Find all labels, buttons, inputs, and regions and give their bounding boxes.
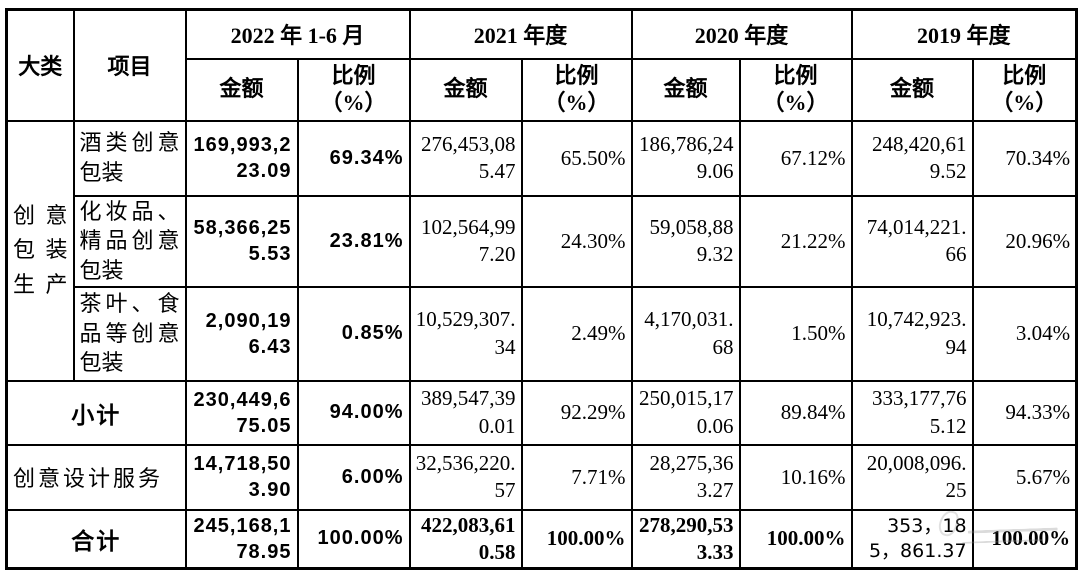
amount-2021: 422,083,610.58 [408, 508, 523, 570]
ratio-2019: 5.67% [971, 443, 1078, 511]
ratio-2020: 1.50% [738, 285, 853, 382]
ratio-2021: 92.29% [520, 379, 633, 446]
amount-2022: 14,718,503.90 [184, 443, 299, 511]
category-line: 创 意 [13, 203, 68, 229]
ratio-2020: 100.00% [738, 508, 853, 570]
ratio-2020: 67.12% [738, 119, 853, 197]
ratio-label-line2: （%） [543, 89, 610, 115]
total-label: 合计 [5, 508, 187, 570]
ratio-label-line1: 比例 [1002, 63, 1047, 89]
ratio-2022: 100.00% [296, 508, 411, 570]
amount-2019: 74,014,221.66 [850, 194, 974, 288]
ratio-2021: 7.71% [520, 443, 633, 511]
ratio-label-line1: 比例 [773, 63, 818, 89]
ratio-label-line1: 比例 [554, 63, 599, 89]
row-item-label: 茶叶、食品等创意包装 [72, 285, 187, 382]
header-period-2020: 2020 年度 [630, 8, 853, 60]
ratio-2020: 89.84% [738, 379, 853, 446]
category-group-cell: 创 意 包 装 生 产 [5, 119, 75, 382]
ratio-2019: 70.34% [971, 119, 1078, 197]
category-line: 生 产 [13, 271, 68, 297]
ratio-2019: 94.33% [971, 379, 1078, 446]
row-item-label: 酒类创意包装 [72, 119, 187, 197]
header-period-2021: 2021 年度 [408, 8, 633, 60]
ratio-2019: 100.00% [971, 508, 1078, 570]
header-item: 项目 [72, 8, 187, 122]
amount-2022: 169,993,223.09 [184, 119, 299, 197]
ratio-2021: 24.30% [520, 194, 633, 288]
ratio-2022: 6.00% [296, 443, 411, 511]
header-ratio-2021: 比例 （%） [520, 57, 633, 122]
category-line: 包 装 [13, 237, 68, 263]
header-category: 大类 [5, 8, 75, 122]
ratio-label-line2: （%） [991, 89, 1058, 115]
header-amount-2022: 金额 [184, 57, 299, 122]
header-amount-2021: 金额 [408, 57, 523, 122]
header-period-2022: 2022 年 1-6 月 [184, 8, 411, 60]
header-amount-2020: 金额 [630, 57, 741, 122]
ratio-2022: 94.00% [296, 379, 411, 446]
ratio-2021: 2.49% [520, 285, 633, 382]
amount-2022: 58,366,255.53 [184, 194, 299, 288]
ratio-2020: 10.16% [738, 443, 853, 511]
amount-2021: 389,547,390.01 [408, 379, 523, 446]
row-item-label: 化妆品、精品创意包装 [72, 194, 187, 288]
amount-2019: 20,008,096.25 [850, 443, 974, 511]
amount-2022: 230,449,675.05 [184, 379, 299, 446]
ratio-2022: 69.34% [296, 119, 411, 197]
header-period-2019: 2019 年度 [850, 8, 1078, 60]
amount-2021: 276,453,085.47 [408, 119, 523, 197]
amount-2020: 186,786,249.06 [630, 119, 741, 197]
ratio-2019: 20.96% [971, 194, 1078, 288]
ratio-2022: 0.85% [296, 285, 411, 382]
ratio-2021: 65.50% [520, 119, 633, 197]
ratio-label-line1: 比例 [331, 63, 376, 89]
amount-2020: 28,275,363.27 [630, 443, 741, 511]
ratio-2019: 3.04% [971, 285, 1078, 382]
amount-2019: 353，185，861.37 [850, 508, 974, 570]
subtotal-label: 小计 [5, 379, 187, 446]
amount-2022: 2,090,196.43 [184, 285, 299, 382]
header-amount-2019: 金额 [850, 57, 974, 122]
header-ratio-2022: 比例 （%） [296, 57, 411, 122]
amount-2020: 250,015,170.06 [630, 379, 741, 446]
ratio-2020: 21.22% [738, 194, 853, 288]
amount-2020: 278,290,533.33 [630, 508, 741, 570]
design-services-label: 创意设计服务 [5, 443, 187, 511]
header-ratio-2020: 比例 （%） [738, 57, 853, 122]
amount-2019: 10,742,923.94 [850, 285, 974, 382]
revenue-breakdown-table: 大类 项目 2022 年 1-6 月 2021 年度 2020 年度 2019 … [5, 8, 1079, 571]
amount-2020: 59,058,889.32 [630, 194, 741, 288]
amount-2021: 32,536,220.57 [408, 443, 523, 511]
ratio-2022: 23.81% [296, 194, 411, 288]
ratio-label-line2: （%） [320, 89, 387, 115]
amount-2021: 102,564,997.20 [408, 194, 523, 288]
amount-2019: 333,177,765.12 [850, 379, 974, 446]
amount-2019: 248,420,619.52 [850, 119, 974, 197]
ratio-2021: 100.00% [520, 508, 633, 570]
amount-2020: 4,170,031.68 [630, 285, 741, 382]
amount-2022: 245,168,178.95 [184, 508, 299, 570]
ratio-label-line2: （%） [762, 89, 829, 115]
amount-2021: 10,529,307.34 [408, 285, 523, 382]
header-ratio-2019: 比例 （%） [971, 57, 1078, 122]
